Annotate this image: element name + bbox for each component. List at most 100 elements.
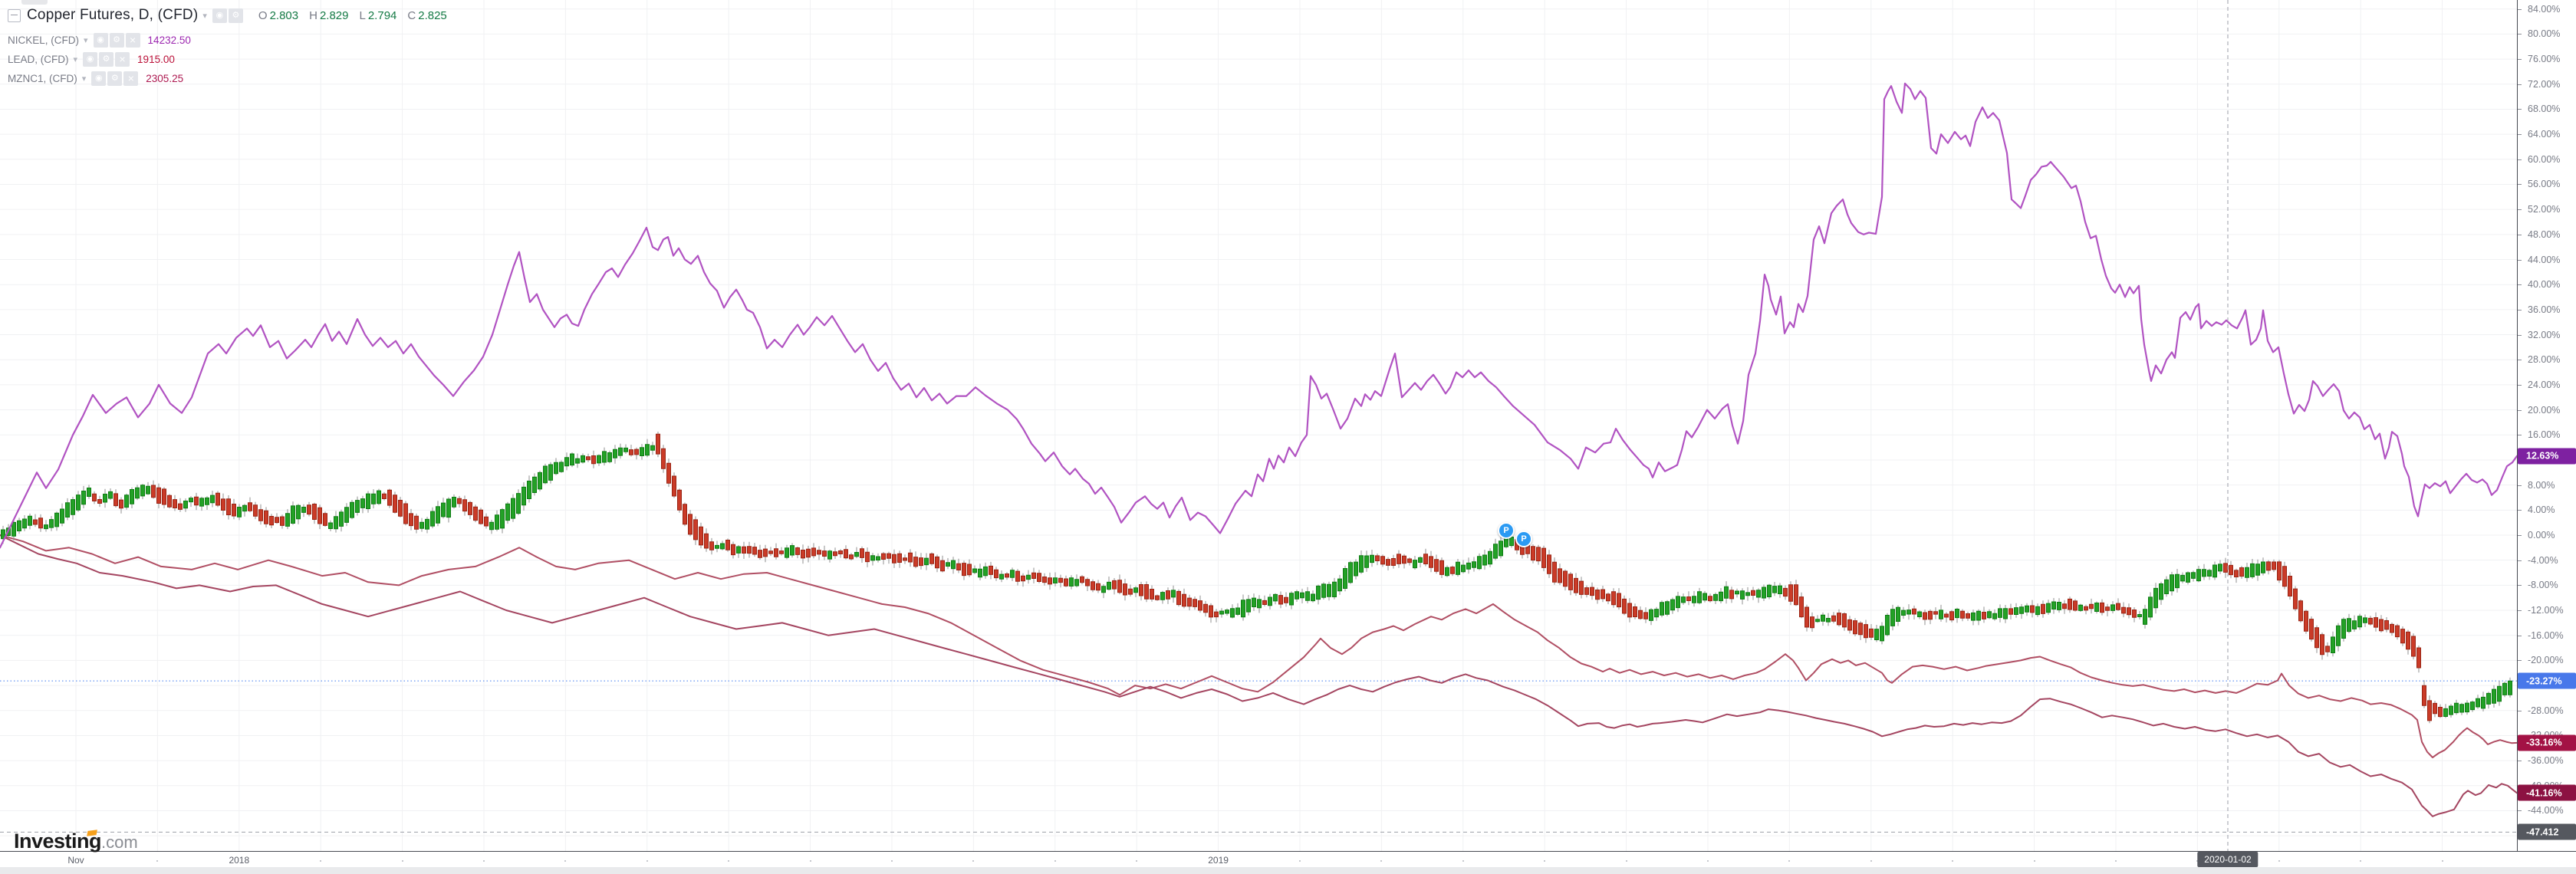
crosshair <box>0 0 2517 851</box>
y-axis-tick <box>2518 184 2522 186</box>
price-axis-border <box>2517 0 2518 852</box>
x-axis-label: 2018 <box>229 855 250 866</box>
x-axis-minor-tick <box>1952 860 1954 862</box>
high-value: 2.829 <box>319 8 349 22</box>
collapse-icon[interactable] <box>8 8 21 22</box>
y-axis-label: 84.00% <box>2528 3 2561 15</box>
x-axis-minor-tick <box>972 860 975 862</box>
logo-tld: .com <box>101 833 138 852</box>
close-icon[interactable]: × <box>115 51 130 67</box>
y-axis-label: 4.00% <box>2528 504 2555 516</box>
y-axis-tick <box>2518 84 2522 85</box>
open-value: 2.803 <box>269 8 299 22</box>
eye-icon[interactable]: ◉ <box>83 51 98 67</box>
y-axis-tick <box>2518 159 2522 160</box>
compare-value: 14232.50 <box>147 34 191 46</box>
open-label: O <box>258 8 268 22</box>
x-axis-minor-tick <box>2278 860 2280 862</box>
y-axis-label: 36.00% <box>2528 304 2561 315</box>
y-axis-label: 64.00% <box>2528 129 2561 140</box>
position-marker[interactable]: P <box>1498 522 1515 540</box>
legend-compare-row-nickel[interactable]: NICKEL, (CFD) ▾ ◉ ⚙ × 14232.50 <box>8 31 447 49</box>
y-axis-label: 44.00% <box>2528 254 2561 265</box>
y-axis-tick <box>2518 610 2522 612</box>
series-lead-line <box>0 534 2518 758</box>
x-axis-minor-tick <box>809 860 811 862</box>
x-axis-minor-tick <box>1625 860 1627 862</box>
y-axis-label: 56.00% <box>2528 179 2561 190</box>
y-axis-tick <box>2518 59 2522 61</box>
x-axis-minor-tick <box>1462 860 1464 862</box>
x-axis-minor-tick <box>1870 860 1872 862</box>
compare-name[interactable]: LEAD, (CFD) <box>8 53 69 65</box>
x-axis-minor-tick <box>728 860 730 862</box>
gear-icon[interactable]: ⚙ <box>99 51 114 67</box>
y-axis-label: -4.00% <box>2528 554 2558 566</box>
x-axis-minor-tick <box>1299 860 1301 862</box>
x-axis-minor-tick <box>483 860 485 862</box>
y-axis-tick <box>2518 585 2522 586</box>
gear-icon[interactable]: ⚙ <box>109 32 124 48</box>
x-axis-minor-tick <box>1788 860 1791 862</box>
series-mznc1-line <box>0 534 2518 817</box>
last-value-badge: -47.412 <box>2518 823 2576 840</box>
chevron-down-icon[interactable]: ▾ <box>81 74 87 84</box>
last-value-badge: -23.27% <box>2518 672 2576 689</box>
y-axis-label: 0.00% <box>2528 530 2555 540</box>
x-axis-minor-tick <box>1544 860 1546 862</box>
x-axis-minor-tick <box>2115 860 2117 862</box>
legend-compare-row-lead[interactable]: LEAD, (CFD) ▾ ◉ ⚙ × 1915.00 <box>8 50 447 68</box>
eye-icon[interactable]: ◉ <box>212 8 227 23</box>
x-axis-minor-tick <box>401 860 403 862</box>
last-value-badge: -41.16% <box>2518 784 2576 801</box>
gear-icon[interactable]: ⚙ <box>107 71 123 86</box>
close-label: C <box>407 8 416 22</box>
y-axis-label: 76.00% <box>2528 54 2561 65</box>
chevron-down-icon[interactable]: ▾ <box>73 54 78 64</box>
gear-icon[interactable]: ⚙ <box>228 8 243 23</box>
x-axis-minor-tick <box>1380 860 1383 862</box>
y-axis-tick <box>2518 535 2522 536</box>
y-axis-label: 32.00% <box>2528 329 2561 340</box>
y-axis-tick <box>2518 259 2522 261</box>
y-axis-tick <box>2518 209 2522 211</box>
y-axis-label: 20.00% <box>2528 404 2561 416</box>
y-axis-tick <box>2518 134 2522 136</box>
compare-name[interactable]: MZNC1, (CFD) <box>8 72 77 84</box>
y-axis-tick <box>2518 284 2522 286</box>
y-axis-tick <box>2518 510 2522 511</box>
close-icon[interactable]: × <box>123 71 139 86</box>
last-value-badge: -33.16% <box>2518 734 2576 751</box>
copper-candles <box>1 432 2512 724</box>
y-axis-tick <box>2518 409 2522 411</box>
close-icon[interactable]: × <box>125 32 140 48</box>
chevron-down-icon[interactable]: ▾ <box>84 35 88 45</box>
y-axis-label: 24.00% <box>2528 379 2561 390</box>
y-axis-label: 68.00% <box>2528 104 2561 115</box>
last-value-badge: 12.63% <box>2518 448 2576 465</box>
y-axis-label: 80.00% <box>2528 28 2561 40</box>
x-axis-minor-tick <box>320 860 322 862</box>
y-axis-label: -8.00% <box>2528 580 2558 591</box>
symbol-title[interactable]: Copper Futures, D, (CFD) <box>27 7 199 23</box>
y-axis-label: 40.00% <box>2528 279 2561 291</box>
low-label: L <box>359 8 366 22</box>
y-axis-label: -16.00% <box>2528 629 2564 641</box>
x-axis-minor-tick <box>1707 860 1709 862</box>
time-axis-border <box>0 851 2576 852</box>
bottom-strip <box>0 867 2576 874</box>
eye-icon[interactable]: ◉ <box>93 32 108 48</box>
compare-name[interactable]: NICKEL, (CFD) <box>8 34 80 46</box>
x-axis-minor-tick <box>1136 860 1138 862</box>
x-axis-label: 2019 <box>1208 855 1229 866</box>
legend-compare-row-mznc1[interactable]: MZNC1, (CFD) ▾ ◉ ⚙ × 2305.25 <box>8 69 447 87</box>
investing-logo: Investing.com <box>14 830 138 853</box>
y-axis-label: 60.00% <box>2528 153 2561 165</box>
low-value: 2.794 <box>367 8 397 22</box>
eye-icon[interactable]: ◉ <box>91 71 107 86</box>
position-marker[interactable]: P <box>1515 530 1532 547</box>
x-axis-minor-tick <box>891 860 893 862</box>
chevron-down-icon[interactable]: ▾ <box>202 11 207 21</box>
